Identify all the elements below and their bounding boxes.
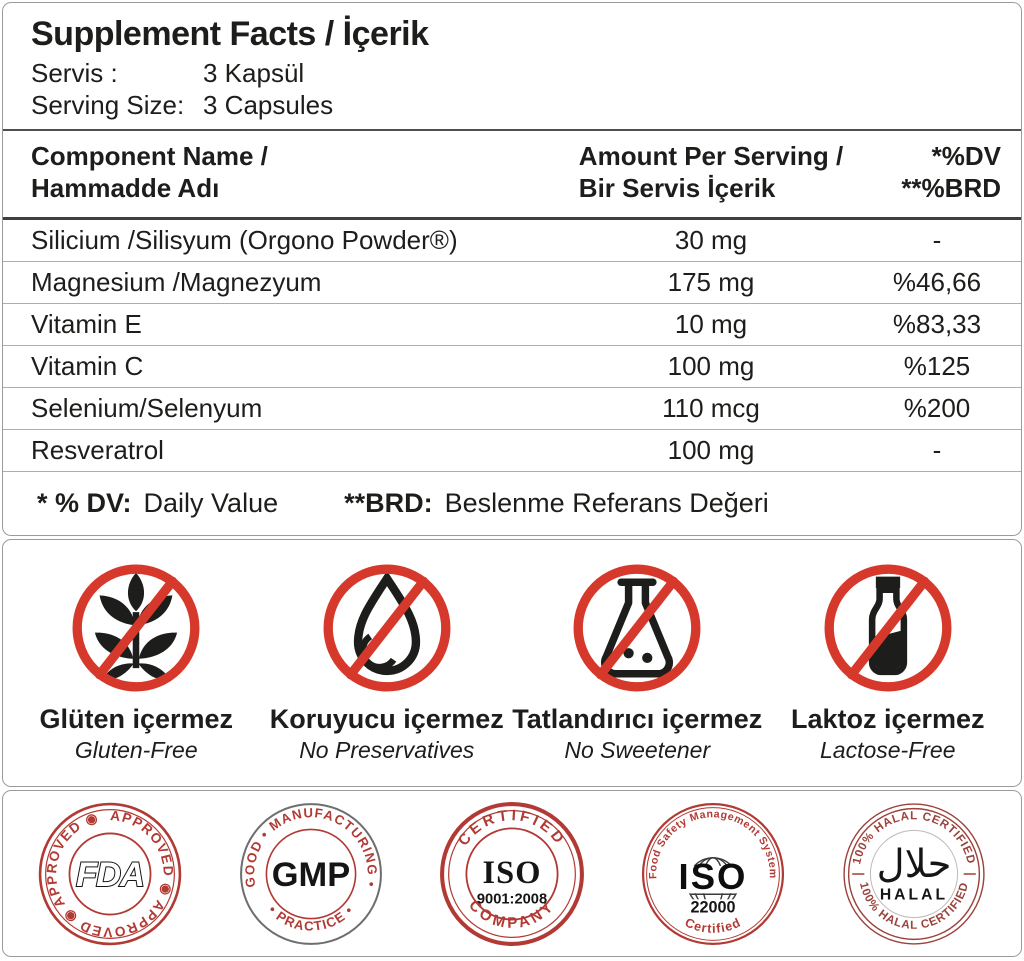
dv-value: - xyxy=(932,224,942,255)
gmp-center-text: GMP xyxy=(272,856,350,894)
facts-header: Supplement Facts / İçerik Servis : 3 Kap… xyxy=(3,3,1021,129)
col-header-component-line2: Hammadde Adı xyxy=(31,173,220,204)
table-header: Component Name / Hammadde Adı Amount Per… xyxy=(3,129,1021,220)
claim-subtitle: No Sweetener xyxy=(564,737,711,763)
component-name: Vitamin C xyxy=(31,350,144,381)
no-preservatives-icon xyxy=(323,564,451,692)
serving-row-tr: Servis : 3 Kapsül xyxy=(31,58,993,90)
table-row: Silicium /Silisyum (Orgono Powder®) 30 m… xyxy=(3,220,1021,262)
claim-subtitle: No Preservatives xyxy=(299,737,475,763)
dv-value: - xyxy=(932,434,942,465)
gmp-badge: GOOD • MANUFACTURING • • PRACTICE • GMP xyxy=(239,802,382,945)
col-header-component: Component Name / Hammadde Adı xyxy=(3,141,569,204)
component-name: Resveratrol xyxy=(31,434,164,465)
facts-panel: Supplement Facts / İçerik Servis : 3 Kap… xyxy=(2,2,1022,536)
serving-value-en: 3 Capsules xyxy=(203,89,334,120)
iso22000-arc-bottom: Certified xyxy=(683,915,743,935)
table-row: Vitamin C 100 mg %125 xyxy=(3,346,1021,388)
table-row: Vitamin E 10 mg %83,33 xyxy=(3,304,1021,346)
table-row: Selenium/Selenyum 110 mcg %200 xyxy=(3,388,1021,430)
col-header-amount-line2: Bir Servis İçerik xyxy=(578,173,776,204)
col-header-dv-line1: *%DV xyxy=(931,141,1001,172)
footnote-brd-label: **BRD: xyxy=(344,487,433,518)
component-name: Magnesium /Magnezyum xyxy=(31,266,322,297)
halal-arabic-text: حلال xyxy=(877,842,952,887)
footnote-dv-label: * % DV: xyxy=(37,487,132,518)
claims-panel: Glüten içermez Gluten-Free Koruyucu içer… xyxy=(2,539,1022,787)
fda-approved-badge: APPROVED ◉ APPROVED ◉ APPROVED ◉ FDA xyxy=(38,802,181,945)
halal-latin-text: HALAL xyxy=(880,886,948,903)
no-lactose-icon xyxy=(824,564,952,692)
iso22000-center-text: ISO xyxy=(679,856,748,897)
dv-value: %125 xyxy=(903,350,971,381)
claim-no-preservatives: Koruyucu içermez No Preservatives xyxy=(262,558,512,764)
claim-title: Koruyucu içermez xyxy=(269,704,504,734)
amount-value: 100 mg xyxy=(667,350,755,381)
halal-badge: 100% HALAL CERTIFIED 100% HALAL CERTIFIE… xyxy=(843,802,985,945)
claim-title: Tatlandırıcı içermez xyxy=(512,704,763,734)
iso9001-center-text: ISO xyxy=(483,855,542,891)
amount-value: 100 mg xyxy=(667,434,755,465)
dv-value: %200 xyxy=(903,392,971,423)
col-header-amount-line1: Amount Per Serving / xyxy=(578,141,844,172)
footnote-brd-text: Beslenme Referans Değeri xyxy=(444,487,769,518)
no-sweetener-icon xyxy=(573,564,701,692)
amount-value: 30 mg xyxy=(674,224,748,255)
serving-value-tr: 3 Kapsül xyxy=(203,58,305,88)
footnote-dv-text: Daily Value xyxy=(143,487,279,518)
col-header-dv-line2: **%BRD xyxy=(901,173,1001,204)
claim-subtitle: Gluten-Free xyxy=(74,737,198,763)
fda-logo: FDA xyxy=(76,856,144,894)
component-name: Selenium/Selenyum xyxy=(31,392,263,423)
col-header-dv: *%DV **%BRD xyxy=(853,141,1021,204)
serving-label-en: Serving Size: xyxy=(31,89,185,120)
serving-label-tr: Servis : xyxy=(31,58,118,88)
table-row: Magnesium /Magnezyum 175 mg %46,66 xyxy=(3,262,1021,304)
col-header-component-line1: Component Name / xyxy=(31,141,268,172)
dv-value: %46,66 xyxy=(892,266,982,297)
iso22000-sub-text: 22000 xyxy=(691,898,736,916)
claim-title: Laktoz içermez xyxy=(790,704,985,734)
col-header-amount: Amount Per Serving / Bir Servis İçerik xyxy=(569,141,853,204)
svg-text:Certified: Certified xyxy=(683,915,744,935)
certs-panel: APPROVED ◉ APPROVED ◉ APPROVED ◉ FDA GOO… xyxy=(2,790,1022,957)
serving-info: Servis : 3 Kapsül Serving Size: 3 Capsul… xyxy=(31,58,993,121)
iso-22000-badge: Food Safety Management System ISO 22000 … xyxy=(642,802,785,945)
claim-title: Glüten içermez xyxy=(39,704,234,734)
amount-value: 175 mg xyxy=(667,266,755,297)
dv-value: %83,33 xyxy=(892,308,982,339)
amount-value: 110 mcg xyxy=(662,392,760,423)
claim-lactose-free: Laktoz içermez Lactose-Free xyxy=(763,558,1013,764)
component-name: Vitamin E xyxy=(31,308,142,339)
iso-9001-badge: CERTIFIED COMPANY ISO 9001:2008 xyxy=(440,801,584,946)
no-gluten-icon xyxy=(72,564,200,692)
claim-no-sweetener: Tatlandırıcı içermez No Sweetener xyxy=(512,558,762,764)
footnote: * % DV: Daily Value **BRD: Beslenme Refe… xyxy=(3,472,1021,535)
panel-title: Supplement Facts / İçerik xyxy=(31,15,429,53)
serving-row-en: Serving Size: 3 Capsules xyxy=(31,90,993,122)
component-name: Silicium /Silisyum (Orgono Powder®) xyxy=(31,224,458,255)
amount-value: 10 mg xyxy=(674,308,748,339)
iso9001-sub-text: 9001:2008 xyxy=(477,891,547,907)
claim-subtitle: Lactose-Free xyxy=(819,737,956,763)
table-row: Resveratrol 100 mg - xyxy=(3,430,1021,472)
claim-gluten-free: Glüten içermez Gluten-Free xyxy=(11,558,261,764)
